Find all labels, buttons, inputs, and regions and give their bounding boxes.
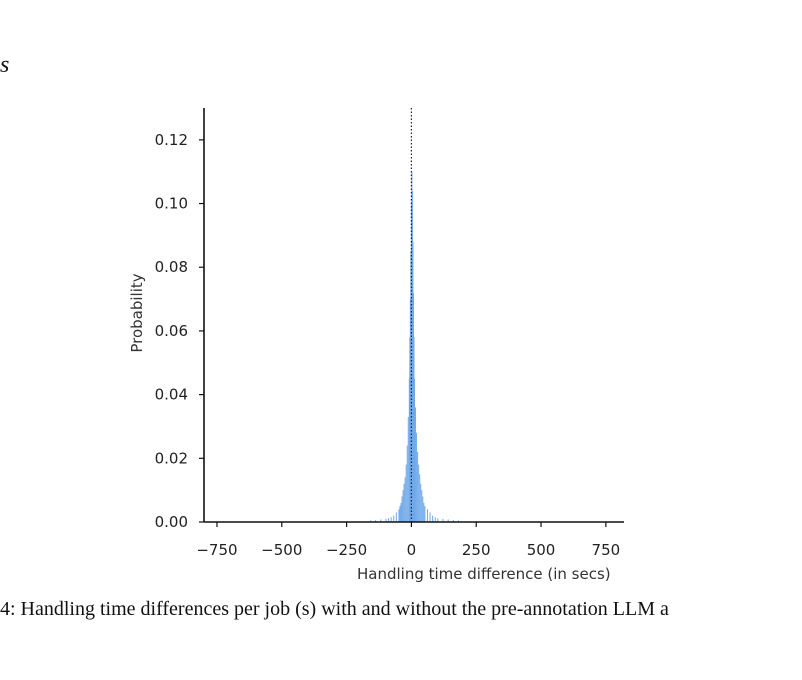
histogram-bar — [423, 502, 425, 522]
x-axis-ticks: −750 −500 −250 0 250 500 750 — [196, 522, 620, 559]
histogram-bar — [434, 517, 436, 522]
y-tick-label: 0.00 — [155, 513, 188, 531]
histogram-bar — [399, 506, 401, 522]
x-tick-label: −500 — [261, 541, 302, 559]
histogram-bar — [424, 506, 426, 522]
histogram-bar — [412, 241, 414, 522]
histogram-bar — [419, 474, 421, 522]
histogram-bar — [411, 190, 413, 523]
histogram-bar — [408, 378, 410, 522]
histogram-bar — [400, 502, 402, 522]
histogram-bar — [429, 512, 431, 522]
x-tick-label: 0 — [407, 541, 417, 559]
histogram-bar — [375, 520, 377, 522]
histogram-bar — [442, 518, 444, 522]
histogram-bar — [406, 445, 408, 522]
histogram-bar — [412, 292, 414, 522]
x-tick-label: −250 — [326, 541, 367, 559]
histogram-bar — [415, 407, 417, 522]
histogram-bar — [416, 432, 418, 522]
y-tick-label: 0.04 — [155, 386, 188, 404]
histogram-bar — [398, 509, 400, 522]
histogram-bar — [409, 337, 411, 522]
x-tick-label: 500 — [527, 541, 556, 559]
y-tick-label: 0.02 — [155, 449, 188, 467]
y-tick-label: 0.12 — [155, 131, 188, 149]
x-axis-label: Handling time difference (in secs) — [357, 565, 611, 583]
y-axis-ticks: 0.00 0.02 0.04 0.06 0.08 0.10 0.12 — [155, 131, 204, 531]
histogram-bar — [402, 490, 404, 522]
histogram-chart: −750 −500 −250 0 250 500 750 0.000.020.040.060… — [128, 108, 624, 583]
y-axis-label: Probability — [128, 273, 146, 352]
histogram-bar — [417, 451, 419, 522]
histogram-bars — [369, 171, 460, 523]
histogram-bar — [409, 299, 411, 522]
y-tick-label: 0.06 — [155, 322, 188, 340]
histogram-bar — [422, 496, 424, 522]
histogram-bar — [407, 416, 409, 522]
histogram-bar — [393, 515, 395, 522]
histogram-bar — [432, 515, 434, 522]
histogram-bar — [388, 518, 390, 522]
histogram-bar — [410, 251, 412, 523]
histogram-bar — [404, 477, 406, 522]
histogram-bar — [414, 378, 415, 522]
histogram-bar — [437, 518, 439, 522]
y-tick-label: 0.10 — [155, 195, 188, 213]
histogram-bar — [385, 518, 387, 522]
histogram-bar — [380, 519, 382, 522]
histogram-bar — [403, 483, 405, 522]
x-tick-label: 250 — [462, 541, 491, 559]
histogram-bar — [421, 490, 423, 522]
histogram-bar — [447, 519, 449, 522]
histogram-bar — [452, 520, 454, 522]
x-tick-label: −750 — [196, 541, 237, 559]
y-tick-label: 0.08 — [155, 258, 188, 276]
histogram-bar — [390, 517, 392, 522]
histogram-bar — [401, 496, 403, 522]
histogram-bar — [426, 509, 428, 522]
histogram-bar — [405, 464, 407, 522]
histogram-bar — [420, 483, 422, 522]
histogram-bar — [413, 337, 415, 522]
histogram-bar — [418, 464, 420, 522]
heading-fragment: s — [0, 52, 10, 78]
histogram-bar — [395, 512, 397, 522]
x-tick-label: 750 — [592, 541, 621, 559]
figure-caption: 4: Handling time differences per job (s)… — [0, 598, 669, 620]
histogram-bar — [410, 203, 412, 523]
